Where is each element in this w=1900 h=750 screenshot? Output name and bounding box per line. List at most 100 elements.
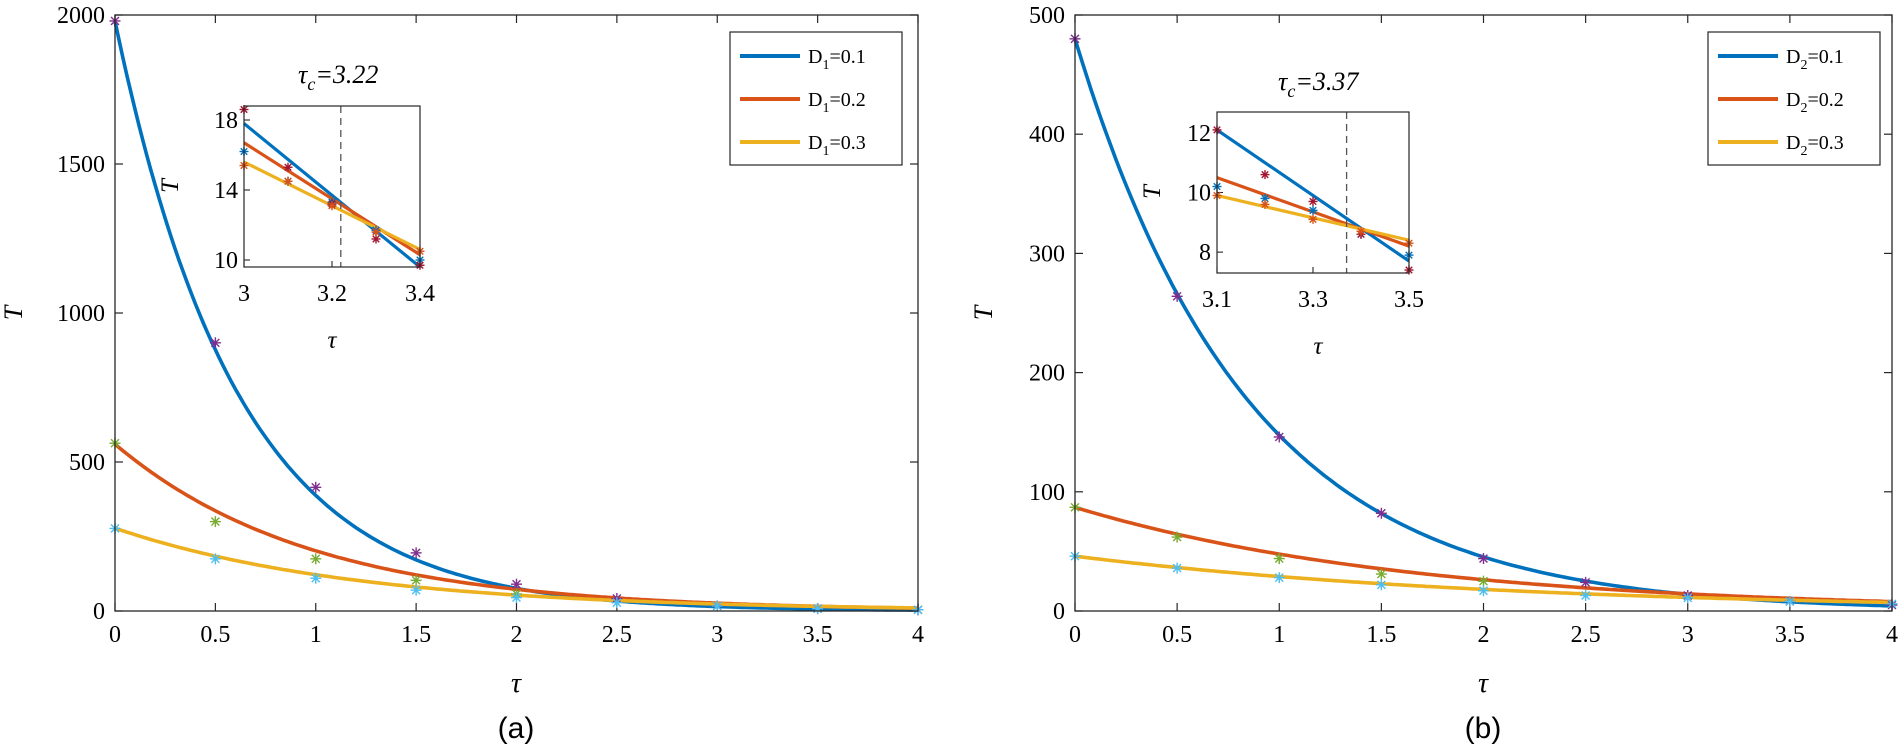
panel-a-marker-s2 — [209, 516, 221, 528]
panel-b-xtick-label: 0 — [1069, 622, 1081, 648]
panel-b-marker-s2-d2 — [1274, 554, 1284, 564]
panel-a-caption: (a) — [498, 712, 535, 745]
panel-a-xtick-label: 3 — [711, 622, 723, 648]
panel-b-inset-marker-s1 — [1308, 205, 1318, 215]
panel-b-inset-marker-s2 — [1308, 196, 1318, 206]
panel-b-inset-marker-s1-d2 — [1261, 194, 1269, 203]
panel-a-inset-ticks: 3 3.2 3.4 10 14 18 — [214, 106, 435, 307]
panel-a-inset-xlabel: τ — [328, 327, 338, 354]
panel-b-marker-s1-d2 — [1479, 554, 1488, 564]
panel-b-grid-and-ticks: 0 0.5 1 1.5 2 2.5 3 3.5 4 0 100 200 300 400 500 — [1029, 3, 1898, 648]
panel-a-ytick-label: 1000 — [57, 301, 105, 327]
panel-a-inset-marker-s3 — [283, 176, 293, 186]
panel-b-inset-xlabel: τ — [1314, 333, 1324, 360]
panel-b-inset-box — [1216, 111, 1410, 274]
panel-b-marker-s3-d2 — [1785, 597, 1795, 606]
panel-b-marker-s3 — [1375, 579, 1387, 591]
panel-a-marker-s1-d2 — [311, 482, 321, 492]
panel-b-marker-s1 — [1580, 576, 1592, 588]
legend-label-d2-02: D2=0.2 — [1786, 89, 1844, 116]
panel-b: 0 0.5 1 1.5 2 2.5 3 3.5 4 0 100 200 300 400 500 T τ (b… — [969, 3, 1898, 745]
panel-b-marker-s1 — [1171, 290, 1183, 302]
panel-b-marker-s3 — [1478, 585, 1489, 597]
panel-b-marker-s1 — [1375, 507, 1387, 519]
panel-a-inset-marker-s2 — [283, 162, 293, 172]
panel-b-inset-ylabel: T — [1139, 183, 1166, 199]
panel-a-inset-box — [243, 105, 421, 268]
panel-a-marker-s3 — [310, 572, 322, 584]
panel-b-marker-s1 — [1273, 431, 1285, 443]
panel-b-inset-ytick-label: 8 — [1199, 240, 1211, 266]
panel-b-xtick-label: 0.5 — [1162, 622, 1192, 648]
panel-b-xtick-label: 4 — [1886, 622, 1898, 648]
panel-a-ytick-label: 2000 — [57, 3, 105, 29]
panel-a-inset-xtick-label: 3 — [238, 281, 250, 307]
panel-b-inset-xtick-label: 3.1 — [1202, 287, 1232, 313]
panel-b-axes-box — [1074, 14, 1893, 612]
legend-label-d1-01: D1=0.1 — [808, 46, 866, 73]
panel-b-inset-marker-s3 — [1356, 226, 1366, 236]
panel-b-marker-s3 — [1171, 562, 1183, 574]
panel-b-xlabel: τ — [1478, 668, 1489, 699]
panel-b-legend: D2=0.1 D2=0.2 D2=0.3 — [1707, 31, 1881, 166]
panel-a-xtick-label: 1.5 — [401, 622, 431, 648]
panel-b-marker-s1-d2 — [1376, 508, 1386, 518]
panel-a-inset-ylabel: T — [157, 177, 184, 193]
panel-a-marker-s1 — [410, 547, 422, 559]
panel-b-inset-marker-s3-d2 — [1357, 227, 1365, 235]
panel-a-marker-s1 — [511, 578, 522, 590]
panel-a-inset-ytick-label: 14 — [214, 178, 238, 204]
panel-a-marker-s3 — [511, 592, 522, 604]
panel-a-marker-s1 — [310, 481, 322, 493]
panel-a-inset-marker-s3 — [327, 201, 337, 211]
panel-a-inset-xtick-label: 3.4 — [405, 281, 435, 307]
panel-a-inset-ytick-label: 18 — [214, 108, 238, 134]
panel-b-ytick-label: 500 — [1029, 3, 1065, 29]
panel-a-xtick-label: 1 — [310, 622, 322, 648]
panel-a-marker-s1 — [209, 337, 221, 349]
panel-a-marker-s3-d2 — [411, 585, 421, 595]
panel-a-xtick-label: 3.5 — [803, 622, 833, 648]
panel-a-ytick-label: 500 — [69, 450, 105, 476]
panel-b-marker-s3-d2 — [1479, 586, 1488, 596]
panel-a-marker-s2 — [410, 574, 422, 586]
panel-a-marker-s1-d2 — [512, 579, 521, 589]
panel-b-xtick-label: 1 — [1273, 622, 1285, 648]
panel-a-inset-title: τc=3.22 — [298, 60, 378, 94]
panel-a-legend: D1=0.1 D1=0.2 D1=0.3 — [729, 31, 903, 166]
panel-b-marker-s1-d2 — [1581, 577, 1591, 587]
panel-b-marker-s2 — [1171, 531, 1183, 543]
panel-b-inset-xtick-label: 3.3 — [1298, 287, 1328, 313]
panel-b-marker-s1-d2 — [1274, 432, 1284, 442]
panel-b-inset-xtick-label: 3.5 — [1394, 287, 1424, 313]
panel-b-xtick-label: 2 — [1478, 622, 1490, 648]
panel-b-ytick-label: 300 — [1029, 241, 1065, 267]
panel-a-xtick-label: 4 — [912, 622, 924, 648]
panel-b-xtick-label: 3 — [1682, 622, 1694, 648]
panel-b-inset: 3.1 3.3 3.5 8 10 12 τc=3.37 T τ — [1139, 67, 1424, 360]
panel-a-markers — [109, 15, 924, 616]
panel-a-inset-curve-1 — [242, 122, 422, 269]
panel-a-inset-marker-s3-d2 — [372, 228, 380, 236]
panel-a-inset-xtick-label: 3.2 — [317, 281, 347, 307]
panel-a-inset-marker-s3 — [371, 227, 381, 237]
panel-b-xtick-label: 1.5 — [1366, 622, 1396, 648]
panel-b-marker-s2 — [1375, 568, 1387, 580]
panel-a-ytick-label: 1500 — [57, 152, 105, 178]
legend-label-d1-03: D1=0.3 — [808, 132, 866, 159]
panel-a-marker-s3 — [611, 597, 623, 609]
panel-a: 0 0.5 1 1.5 2 2.5 3 3.5 4 0 500 1000 1500 2000 T τ (a… — [0, 3, 924, 745]
panel-b-ylabel: T — [969, 304, 998, 320]
panel-b-marker-s3-d2 — [1683, 593, 1693, 603]
panel-b-caption: (b) — [1465, 712, 1502, 745]
panel-a-marker-s3-d2 — [311, 573, 321, 583]
panel-b-inset-title: τc=3.37 — [1278, 67, 1359, 101]
panel-a-marker-s3-d2 — [712, 601, 722, 611]
panel-a-xtick-label: 2.5 — [602, 622, 632, 648]
panel-b-marker-s1 — [1478, 553, 1489, 565]
panel-a-inset-marker-s3-d2 — [284, 177, 292, 185]
panel-b-inset-ytick-label: 10 — [1187, 181, 1211, 207]
legend-label-d2-01: D2=0.1 — [1786, 46, 1844, 73]
panel-b-ytick-label: 0 — [1053, 599, 1065, 625]
